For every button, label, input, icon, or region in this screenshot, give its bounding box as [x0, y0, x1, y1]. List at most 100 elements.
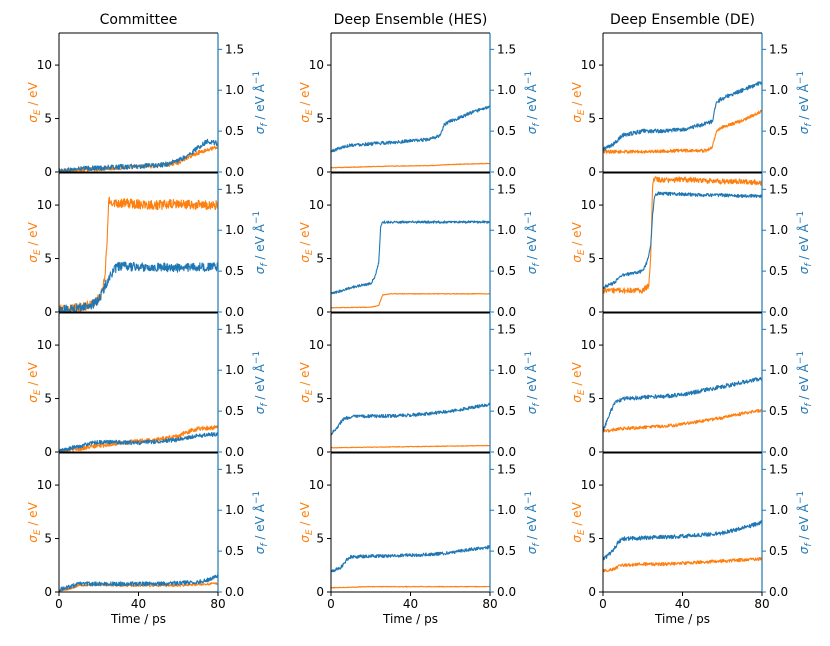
subplot-c2-r3: 0 5 10 0.0 0.5 1.0 1.5 σE / eV σf / eV Å−1 — [298, 312, 542, 459]
force-series-line — [59, 261, 218, 312]
right-tick-label: 1.5 — [769, 462, 788, 476]
left-tick-label: 0 — [588, 445, 596, 459]
left-tick-label: 10 — [37, 58, 52, 72]
right-tick-label: 1.5 — [497, 182, 516, 196]
left-tick-label: 0 — [44, 305, 52, 319]
right-tick-label: 0.5 — [497, 124, 516, 138]
energy-series-line — [603, 408, 762, 433]
right-tick-label: 0.5 — [225, 404, 244, 418]
right-tick-label: 0.5 — [497, 544, 516, 558]
energy-series-line — [59, 582, 218, 592]
force-series-line — [331, 402, 490, 436]
right-y-axis-label: σf / eV Å−1 — [252, 211, 270, 274]
right-tick-label: 1.0 — [225, 83, 244, 97]
right-tick-label: 1.5 — [769, 182, 788, 196]
right-tick-label: 0.0 — [497, 305, 516, 319]
right-tick-label: 1.0 — [497, 223, 516, 237]
right-tick-label: 0.5 — [497, 404, 516, 418]
right-tick-label: 1.5 — [225, 182, 244, 196]
left-tick-label: 5 — [44, 392, 52, 406]
energy-series-line — [603, 176, 762, 294]
subplot-c2-r2: 0 5 10 0.0 0.5 1.0 1.5 σE / eV σf / eV Å−1 — [298, 172, 542, 319]
energy-series-line — [59, 196, 218, 312]
energy-series-line — [59, 425, 218, 452]
left-tick-label: 10 — [581, 198, 596, 212]
energy-series-line — [331, 444, 490, 449]
force-series-line — [603, 191, 762, 290]
energy-series-line — [603, 557, 762, 573]
right-tick-label: 0.5 — [225, 264, 244, 278]
right-tick-label: 0.5 — [769, 544, 788, 558]
x-axis-label: Time / ps — [654, 612, 710, 626]
left-tick-label: 0 — [316, 165, 324, 179]
left-tick-label: 5 — [316, 532, 324, 546]
right-tick-label: 0.5 — [225, 544, 244, 558]
left-y-axis-label: σE / eV — [26, 361, 43, 402]
force-series-line — [603, 519, 762, 561]
energy-series-line — [331, 585, 490, 589]
right-tick-label: 1.5 — [769, 42, 788, 56]
right-y-axis-label: σf / eV Å−1 — [524, 351, 542, 414]
right-tick-label: 1.5 — [225, 322, 244, 336]
x-tick-label: 0 — [599, 597, 607, 611]
force-series-line — [331, 545, 490, 573]
right-tick-label: 1.5 — [225, 462, 244, 476]
left-tick-label: 10 — [309, 338, 324, 352]
subplot-c3-r1: 0 5 10 0.0 0.5 1.0 1.5 σE / eV σf / eV Å−1 — [570, 32, 814, 179]
right-tick-label: 1.5 — [769, 322, 788, 336]
left-tick-label: 10 — [309, 198, 324, 212]
left-tick-label: 5 — [316, 392, 324, 406]
right-tick-label: 0.5 — [497, 264, 516, 278]
x-tick-label: 80 — [754, 597, 769, 611]
right-y-axis-label: σf / eV Å−1 — [524, 211, 542, 274]
x-tick-label: 0 — [327, 597, 335, 611]
right-tick-label: 0.0 — [769, 165, 788, 179]
left-tick-label: 0 — [44, 585, 52, 599]
x-tick-label: 40 — [403, 597, 418, 611]
left-tick-label: 0 — [316, 445, 324, 459]
right-tick-label: 0.0 — [497, 165, 516, 179]
left-tick-label: 10 — [581, 478, 596, 492]
x-tick-label: 40 — [675, 597, 690, 611]
column-title-3: Deep Ensemble (DE) — [610, 12, 755, 28]
left-y-axis-label: σE / eV — [570, 361, 587, 402]
right-tick-label: 0.0 — [497, 445, 516, 459]
right-y-axis-label: σf / eV Å−1 — [796, 351, 814, 414]
right-tick-label: 0.0 — [497, 585, 516, 599]
energy-series-line — [331, 162, 490, 169]
left-tick-label: 0 — [588, 165, 596, 179]
x-axis-label: Time / ps — [110, 612, 166, 626]
force-series-line — [331, 220, 490, 295]
left-tick-label: 0 — [44, 165, 52, 179]
left-y-axis-label: σE / eV — [298, 81, 315, 122]
left-y-axis-label: σE / eV — [570, 81, 587, 122]
right-tick-label: 0.0 — [225, 585, 244, 599]
right-y-axis-label: σf / eV Å−1 — [796, 71, 814, 134]
subplot-c1-r2: 0 5 10 0.0 0.5 1.0 1.5 σE / eV σf / eV Å−1 — [26, 172, 270, 319]
left-tick-label: 5 — [44, 252, 52, 266]
left-tick-label: 10 — [37, 338, 52, 352]
left-tick-label: 0 — [588, 585, 596, 599]
right-tick-label: 0.0 — [225, 165, 244, 179]
left-tick-label: 5 — [44, 532, 52, 546]
left-y-axis-label: σE / eV — [26, 81, 43, 122]
right-tick-label: 1.5 — [497, 42, 516, 56]
left-tick-label: 5 — [316, 252, 324, 266]
left-tick-label: 5 — [316, 112, 324, 126]
subplot-c1-r1: 0 5 10 0.0 0.5 1.0 1.5 σE / eV σf / eV Å−1 — [26, 32, 270, 179]
left-tick-label: 10 — [309, 58, 324, 72]
left-tick-label: 5 — [588, 252, 596, 266]
subplot-c2-r4: 0 5 10 0.0 0.5 1.0 1.5 0 40 80 Time / ps σE / eV σf … — [298, 452, 542, 626]
right-tick-label: 1.0 — [225, 363, 244, 377]
right-tick-label: 0.0 — [225, 445, 244, 459]
right-tick-label: 1.0 — [225, 503, 244, 517]
left-y-axis-label: σE / eV — [298, 501, 315, 542]
left-tick-label: 0 — [44, 445, 52, 459]
right-y-axis-label: σf / eV Å−1 — [252, 71, 270, 134]
left-tick-label: 0 — [316, 585, 324, 599]
left-y-axis-label: σE / eV — [26, 221, 43, 262]
left-tick-label: 5 — [588, 392, 596, 406]
subplot-c3-r3: 0 5 10 0.0 0.5 1.0 1.5 σE / eV σf / eV Å−1 — [570, 312, 814, 459]
right-tick-label: 1.0 — [769, 503, 788, 517]
